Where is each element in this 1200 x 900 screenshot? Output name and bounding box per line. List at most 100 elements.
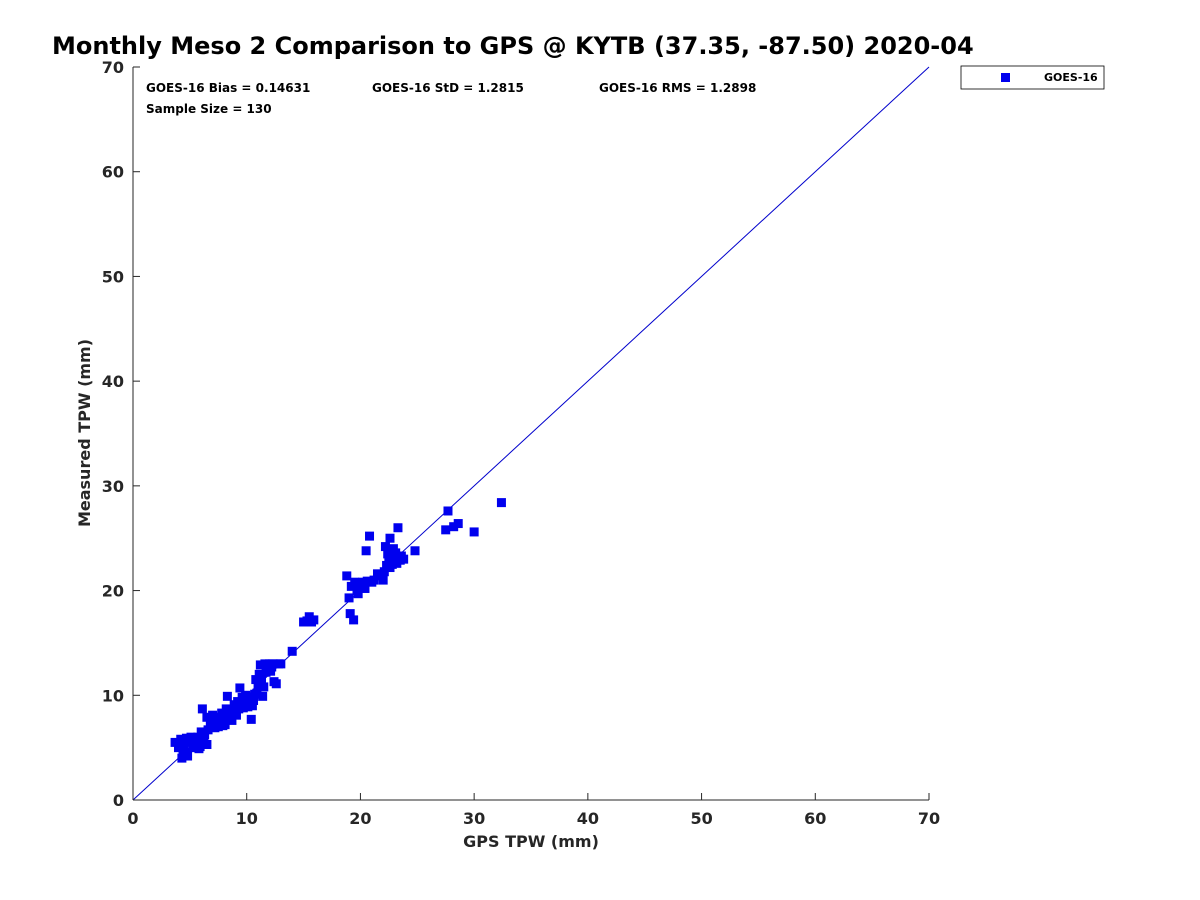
- x-tick-label: 0: [127, 809, 138, 828]
- data-point: [345, 609, 355, 619]
- data-point: [247, 701, 257, 711]
- data-point: [173, 743, 183, 753]
- data-point: [246, 714, 256, 724]
- data-point: [213, 722, 223, 732]
- data-point: [266, 666, 276, 676]
- legend-box: [960, 65, 1105, 90]
- data-point: [441, 525, 451, 535]
- data-point: [304, 612, 314, 622]
- data-point: [396, 551, 406, 561]
- data-point: [496, 498, 506, 508]
- legend: GOES-16: [960, 65, 1105, 90]
- data-point: [193, 732, 203, 742]
- data-point: [231, 710, 241, 720]
- y-tick-label: 70: [102, 58, 124, 77]
- data-point: [227, 715, 237, 725]
- rms-annotation: GOES-16 RMS = 1.2898: [599, 81, 756, 95]
- data-point: [271, 679, 281, 689]
- y-tick-label: 0: [113, 791, 124, 810]
- data-point: [208, 710, 218, 720]
- data-point: [358, 577, 368, 587]
- data-point: [361, 546, 371, 556]
- data-point: [353, 589, 363, 599]
- data-point: [249, 696, 259, 706]
- axes: [132, 67, 929, 801]
- data-point: [453, 519, 463, 529]
- data-point: [268, 659, 278, 669]
- x-tick-label: 40: [577, 809, 599, 828]
- data-point: [380, 542, 390, 552]
- data-point: [342, 571, 352, 581]
- data-point: [238, 703, 248, 713]
- data-point: [202, 712, 212, 722]
- data-point: [391, 548, 401, 558]
- y-tick-label: 20: [102, 582, 124, 601]
- data-point: [251, 675, 261, 685]
- x-tick-label: 50: [690, 809, 712, 828]
- x-axis-label: GPS TPW (mm): [463, 832, 599, 851]
- data-point: [195, 742, 205, 752]
- data-point: [178, 750, 188, 760]
- x-tick-label: 20: [349, 809, 371, 828]
- data-point: [276, 659, 286, 669]
- bias-annotation: GOES-16 Bias = 0.14631: [146, 81, 310, 95]
- data-point: [443, 506, 453, 516]
- data-point: [202, 740, 212, 750]
- tick-layer: 0 10 20 30 40 50 60 70 0 10 20 30 40 50 60 70: [102, 58, 940, 828]
- legend-marker: [1001, 73, 1010, 82]
- data-point: [344, 593, 354, 603]
- data-point: [179, 741, 189, 751]
- data-point: [206, 722, 216, 732]
- data-point: [250, 689, 260, 699]
- data-point: [449, 522, 459, 532]
- y-tick-label: 10: [102, 686, 124, 705]
- data-point: [253, 680, 263, 690]
- y-tick-label: 50: [102, 267, 124, 286]
- y-axis-label: Measured TPW (mm): [75, 339, 94, 527]
- data-point: [222, 691, 232, 701]
- data-point: [185, 737, 195, 747]
- data-point: [183, 751, 193, 761]
- data-point: [365, 531, 375, 541]
- data-point: [217, 708, 227, 718]
- y-tick-label: 40: [102, 372, 124, 391]
- data-point: [255, 660, 265, 670]
- data-point: [259, 682, 269, 692]
- chart-title: Monthly Meso 2 Comparison to GPS @ KYTB …: [52, 32, 974, 60]
- data-point: [379, 567, 389, 577]
- x-tick-label: 60: [804, 809, 826, 828]
- data-point: [362, 576, 372, 586]
- legend-label: GOES-16: [1044, 71, 1098, 84]
- data-point: [176, 734, 186, 744]
- y-tick-label: 30: [102, 477, 124, 496]
- data-point: [256, 674, 266, 684]
- x-tick-label: 10: [236, 809, 258, 828]
- data-point: [235, 683, 245, 693]
- data-point: [287, 646, 297, 656]
- data-point: [469, 527, 479, 537]
- data-point: [369, 575, 379, 585]
- data-point: [229, 700, 239, 710]
- std-annotation: GOES-16 StD = 1.2815: [372, 81, 524, 95]
- x-tick-label: 70: [918, 809, 940, 828]
- data-point: [385, 563, 395, 573]
- data-point: [350, 577, 360, 587]
- data-point: [309, 615, 319, 625]
- data-point: [349, 615, 359, 625]
- sample-size-annotation: Sample Size = 130: [146, 102, 272, 116]
- data-point: [241, 690, 251, 700]
- data-point: [258, 691, 268, 701]
- data-point: [385, 533, 395, 543]
- data-point: [410, 546, 420, 556]
- y-tick-label: 60: [102, 163, 124, 182]
- data-point: [393, 523, 403, 533]
- data-point: [170, 737, 180, 747]
- data-point: [197, 704, 207, 714]
- data-point: [378, 575, 388, 585]
- x-tick-label: 30: [463, 809, 485, 828]
- data-point: [200, 730, 210, 740]
- data-points: [170, 498, 506, 763]
- data-point: [360, 583, 370, 593]
- data-point: [220, 720, 230, 730]
